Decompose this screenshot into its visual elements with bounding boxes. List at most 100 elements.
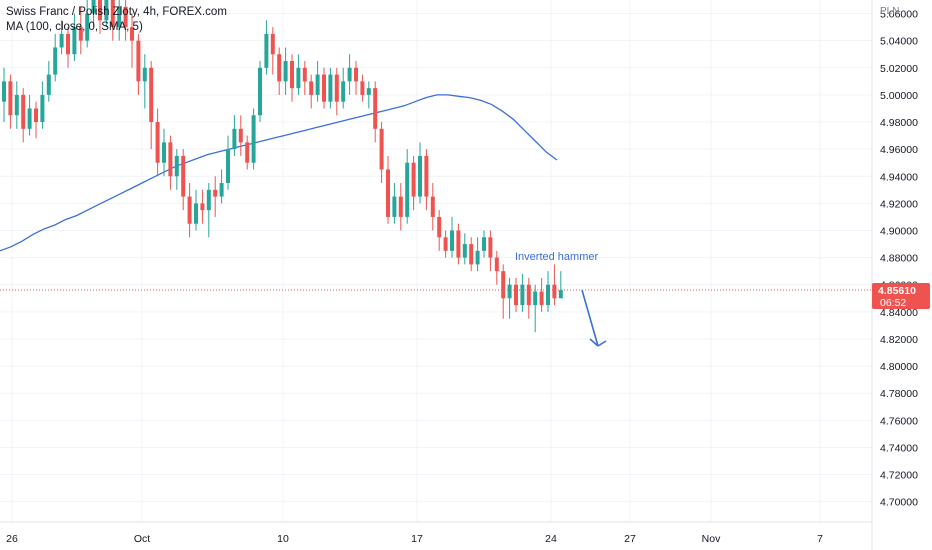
candle-body <box>72 27 77 55</box>
y-tick-label: 4.82000 <box>880 334 918 346</box>
candle-body <box>462 244 467 258</box>
last-price-value: 4.85610 <box>878 285 916 297</box>
y-tick-label: 4.74000 <box>880 442 918 454</box>
candle-body <box>181 155 186 197</box>
candle-body <box>302 67 307 82</box>
candle-body <box>392 196 397 217</box>
candle-body <box>501 271 506 299</box>
y-tick-label: 4.90000 <box>880 225 918 237</box>
candle-body <box>328 74 333 102</box>
candle-body <box>283 61 288 82</box>
candle-body <box>309 81 314 95</box>
candle-body <box>469 244 474 265</box>
candle-body <box>46 74 51 95</box>
candle-body <box>59 33 64 48</box>
candle-body <box>475 250 480 265</box>
candle-body <box>418 155 422 197</box>
candle-body <box>149 67 154 123</box>
candle-body <box>123 6 128 28</box>
x-tick-label: Oct <box>134 533 150 545</box>
candle-body <box>155 122 160 163</box>
candle-body <box>174 155 179 177</box>
candle-body <box>104 0 109 21</box>
y-tick-label: 4.78000 <box>880 388 918 400</box>
y-tick-label: 5.00000 <box>880 90 918 102</box>
candle-body <box>341 81 346 102</box>
candle-body <box>315 74 320 95</box>
candle-body <box>110 0 115 28</box>
candle-body <box>546 284 550 306</box>
candle-body <box>264 33 269 68</box>
candle-body <box>187 196 192 224</box>
candle-body <box>450 230 454 251</box>
candle-body <box>219 183 224 197</box>
y-tick-label: 4.76000 <box>880 415 918 427</box>
price-axis[interactable]: 5.06000 5.04000 5.02000 5.00000 4.98000 4.960… <box>871 0 918 550</box>
moving-average <box>0 94 558 252</box>
ma-line <box>0 94 558 252</box>
candle-body <box>533 291 538 306</box>
candle-body <box>552 284 557 299</box>
candle-body <box>354 67 358 82</box>
candle-body <box>85 13 90 41</box>
candle-body <box>136 40 141 82</box>
candle-body <box>2 81 6 102</box>
y-tick-label: 4.80000 <box>880 361 918 373</box>
candle-body <box>34 108 38 123</box>
candle-body <box>514 284 518 306</box>
last-price-tag: 4.85610 06:52 <box>872 283 930 310</box>
candle-body <box>258 67 262 116</box>
candle-body <box>405 162 410 217</box>
candle-body <box>78 27 83 41</box>
candle-body <box>168 142 173 177</box>
candle-body <box>290 61 294 89</box>
candle-body <box>443 237 448 251</box>
candle-body <box>373 88 378 129</box>
x-tick-label: 24 <box>545 533 557 545</box>
candle-body <box>386 169 390 217</box>
candle-body <box>424 155 429 197</box>
x-tick-label: 17 <box>411 533 423 545</box>
candle-body <box>277 54 282 82</box>
candle-body <box>14 94 19 116</box>
currency-label: PLN <box>880 6 899 17</box>
y-tick-label: 4.84000 <box>880 307 918 319</box>
y-tick-label: 4.94000 <box>880 171 918 183</box>
candle-body <box>66 33 70 55</box>
candle-body <box>8 81 13 116</box>
candle-body <box>456 230 461 258</box>
x-tick-label: 27 <box>624 533 636 545</box>
candle-body <box>526 284 531 306</box>
y-tick-label: 4.96000 <box>880 144 918 156</box>
candle-body <box>226 149 230 184</box>
time-axis[interactable]: 26 Oct 10 17 24 27 Nov 7 <box>0 521 872 545</box>
candle-body <box>430 196 435 217</box>
candle-body <box>206 189 211 211</box>
candle-body <box>334 74 339 102</box>
candle-body <box>130 27 134 41</box>
symbol-title: Swiss Franc / Polish Zloty, 4h, FOREX.co… <box>6 6 227 18</box>
candle-body <box>27 108 32 129</box>
candles <box>2 0 563 333</box>
candle-body <box>379 128 384 170</box>
candle-body <box>539 291 544 306</box>
candle-body <box>411 162 416 197</box>
candle-body <box>558 290 563 299</box>
x-tick-label: 7 <box>817 533 823 545</box>
countdown-value: 06:52 <box>880 297 906 309</box>
candle-body <box>117 6 122 28</box>
x-tick-label: 10 <box>277 533 289 545</box>
candle-body <box>507 284 512 299</box>
candle-body <box>245 142 250 163</box>
candle-body <box>200 203 205 211</box>
indicator-legend: MA (100, close, 0, SMA, 5) <box>6 21 143 33</box>
candle-body <box>360 81 365 95</box>
y-tick-label: 5.06000 <box>880 9 918 21</box>
candle-body <box>98 0 102 21</box>
candle-body <box>270 33 275 55</box>
candle-body <box>142 67 147 82</box>
y-tick-label: 4.88000 <box>880 253 918 265</box>
candle-body <box>21 94 26 129</box>
candle-body <box>162 142 166 163</box>
